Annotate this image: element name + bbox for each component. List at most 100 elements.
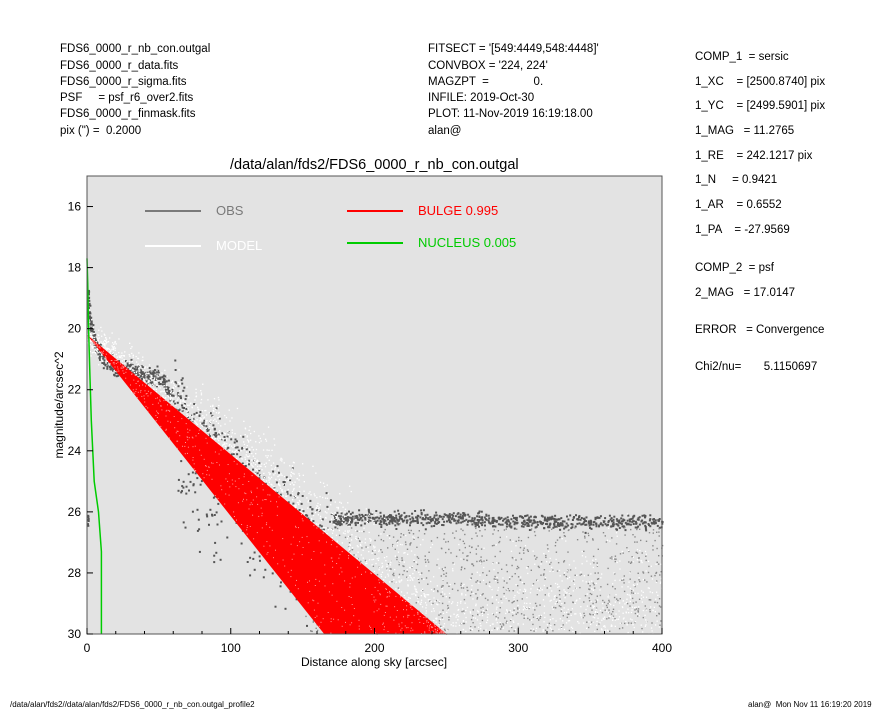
model-point: [174, 421, 175, 422]
obs-point: [436, 514, 438, 516]
obs-point: [193, 413, 195, 415]
model-point: [407, 601, 408, 602]
obs-point: [182, 410, 184, 412]
obs-point: [582, 523, 584, 525]
model-point: [190, 423, 191, 424]
model-point: [351, 534, 352, 535]
obs-point: [460, 528, 461, 529]
model-point: [143, 392, 144, 393]
model-point: [630, 588, 631, 589]
obs-point: [400, 536, 401, 537]
obs-point: [286, 476, 288, 478]
model-point: [174, 408, 175, 409]
obs-point: [92, 330, 94, 332]
obs-point: [340, 520, 342, 522]
obs-point: [325, 618, 326, 619]
model-point: [199, 429, 200, 430]
model-point: [249, 448, 250, 449]
obs-point: [245, 465, 247, 467]
obs-point: [461, 566, 462, 567]
obs-point: [443, 524, 445, 526]
obs-point: [283, 548, 285, 550]
model-point: [619, 560, 620, 561]
model-point: [298, 502, 299, 503]
obs-point: [468, 516, 470, 518]
obs-point: [120, 365, 122, 367]
model-point: [273, 486, 274, 487]
obs-point: [386, 516, 388, 518]
bulge-point: [329, 591, 330, 592]
obs-point: [536, 605, 537, 606]
obs-point: [632, 520, 634, 522]
model-point: [513, 558, 514, 559]
model-point: [225, 466, 226, 467]
model-point: [377, 558, 378, 559]
obs-point: [129, 378, 131, 380]
model-point: [291, 520, 292, 521]
obs-point: [406, 515, 408, 517]
obs-point: [597, 562, 598, 563]
model-point: [318, 543, 319, 544]
obs-point: [658, 613, 659, 614]
obs-point: [183, 407, 185, 409]
model-point: [188, 397, 189, 398]
obs-point: [338, 579, 339, 580]
model-point: [382, 566, 383, 567]
model-point: [361, 531, 362, 532]
model-point: [393, 579, 394, 580]
obs-point: [622, 525, 624, 527]
model-point: [228, 432, 229, 433]
model-point: [398, 613, 399, 614]
obs-point: [87, 515, 89, 517]
model-point: [588, 634, 589, 635]
obs-point: [506, 582, 507, 583]
model-point: [302, 509, 303, 510]
bulge-point: [134, 392, 135, 393]
model-point: [262, 505, 263, 506]
obs-point: [520, 579, 521, 580]
obs-point: [504, 617, 505, 618]
model-point: [294, 482, 295, 483]
obs-point: [393, 517, 395, 519]
model-point: [539, 590, 540, 591]
obs-point: [590, 520, 592, 522]
model-point: [480, 563, 481, 564]
obs-point: [97, 353, 99, 355]
obs-point: [238, 467, 240, 469]
model-point: [315, 512, 316, 513]
model-point: [213, 448, 214, 449]
model-point: [111, 353, 112, 354]
obs-point: [558, 524, 560, 526]
obs-point: [552, 518, 554, 520]
obs-point: [488, 520, 490, 522]
obs-point: [129, 370, 131, 372]
obs-point: [613, 616, 614, 617]
obs-point: [102, 355, 104, 357]
model-point: [304, 513, 305, 514]
model-point: [298, 515, 299, 516]
obs-point: [126, 370, 128, 372]
model-point: [390, 590, 391, 591]
model-point: [283, 527, 284, 528]
obs-point: [389, 520, 391, 522]
model-point: [92, 337, 93, 338]
model-point: [109, 352, 110, 353]
model-point: [348, 514, 349, 515]
model-point: [220, 425, 221, 426]
model-point: [110, 350, 111, 351]
obs-point: [412, 627, 413, 628]
obs-point: [403, 620, 404, 621]
bulge-point: [113, 362, 114, 363]
model-point: [510, 626, 511, 627]
model-point: [575, 632, 576, 633]
obs-point: [337, 528, 338, 529]
obs-point: [337, 523, 339, 525]
obs-point: [292, 467, 294, 469]
obs-point: [319, 524, 321, 526]
obs-point: [529, 519, 531, 521]
model-point: [287, 506, 288, 507]
model-point: [160, 391, 161, 392]
model-point: [369, 599, 370, 600]
model-point: [88, 335, 89, 336]
model-point: [398, 576, 399, 577]
